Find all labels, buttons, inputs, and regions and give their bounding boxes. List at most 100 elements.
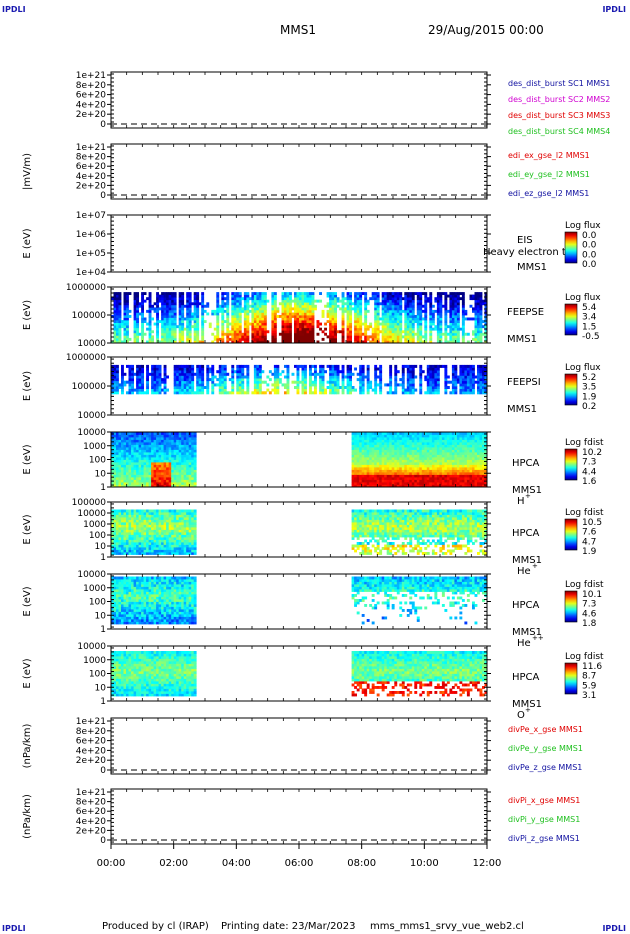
spectro-cell xyxy=(324,370,327,374)
spectro-cell xyxy=(381,482,385,485)
spectro-cell xyxy=(424,292,428,295)
spectro-cell xyxy=(429,432,433,435)
spectro-cell xyxy=(141,464,144,468)
spectro-cell xyxy=(426,297,430,301)
spectro-cell xyxy=(459,297,463,301)
spectro-cell xyxy=(186,330,190,334)
spectro-cell xyxy=(404,442,408,445)
spectro-cell xyxy=(419,391,423,395)
spectro-cell xyxy=(121,479,124,483)
spectro-cell xyxy=(374,378,378,382)
spectro-cell xyxy=(136,388,139,392)
spectro-cell xyxy=(401,479,405,483)
spectro-cell xyxy=(299,312,302,316)
spectro-cell xyxy=(161,325,164,329)
spectro-cell xyxy=(451,327,455,331)
spectro-cell xyxy=(121,442,124,445)
spectro-cell xyxy=(263,312,267,316)
spectro-cell xyxy=(148,484,152,488)
spectro-cell xyxy=(426,452,430,455)
spectro-cell xyxy=(163,337,167,341)
spectro-cell xyxy=(356,434,360,438)
spectro-cell xyxy=(404,307,408,311)
spectro-cell xyxy=(111,340,114,344)
spectro-cell xyxy=(346,294,350,298)
spectro-cell xyxy=(416,467,420,470)
spectro-cell xyxy=(193,304,197,308)
spectro-cell xyxy=(399,442,403,445)
spectro-cell xyxy=(334,320,337,323)
spectro-cell xyxy=(364,299,368,303)
spectro-cell xyxy=(258,309,262,313)
spectro-cell xyxy=(461,370,465,374)
spectro-cell xyxy=(171,292,175,295)
spectro-cell xyxy=(472,388,475,392)
spectro-cell xyxy=(466,370,470,374)
spectro-cell xyxy=(484,364,488,368)
spectro-cell xyxy=(351,469,355,473)
spectro-cell xyxy=(461,322,465,326)
spectro-cell xyxy=(346,292,350,295)
spectro-cell xyxy=(359,454,363,458)
spectro-cell xyxy=(376,479,380,483)
spectro-cell xyxy=(221,315,225,318)
spectro-cell xyxy=(346,386,350,389)
spectro-cell xyxy=(461,378,465,382)
spectro-cell xyxy=(243,304,247,308)
spectro-cell xyxy=(374,375,378,379)
spectro-cell xyxy=(151,467,154,470)
spectro-cell xyxy=(121,367,124,371)
spectro-cell xyxy=(321,309,325,313)
spectro-cell xyxy=(356,299,360,303)
spectro-cell xyxy=(386,469,390,473)
spectro-cell xyxy=(188,472,192,475)
spectro-cell xyxy=(441,292,445,295)
spectro-cell xyxy=(346,304,350,308)
spectro-cell xyxy=(381,320,385,323)
spectro-cell xyxy=(151,432,154,435)
spectro-cell xyxy=(223,297,227,301)
spectro-cell xyxy=(141,469,144,473)
spectro-cell xyxy=(341,322,345,326)
spectro-cell xyxy=(158,340,162,344)
spectro-cell xyxy=(216,332,220,336)
spectro-cell xyxy=(436,317,440,321)
spectro-cell xyxy=(354,340,357,344)
spectro-cell xyxy=(226,391,230,395)
spectro-cell xyxy=(123,317,127,321)
spectro-cell xyxy=(364,449,368,453)
spectro-cell xyxy=(173,307,177,311)
spectro-cell xyxy=(193,292,197,295)
spectro-cell xyxy=(459,383,463,387)
spectro-cell xyxy=(123,444,127,448)
spectro-cell xyxy=(369,464,373,468)
spectro-cell xyxy=(163,432,167,435)
spectro-cell xyxy=(404,464,408,468)
spectro-cell xyxy=(436,386,440,389)
spectro-cell xyxy=(341,330,345,334)
spectro-cell xyxy=(118,340,122,344)
spectro-cell xyxy=(356,442,360,445)
spectro-cell xyxy=(376,322,380,326)
spectro-cell xyxy=(226,309,230,313)
spectro-cell xyxy=(186,294,190,298)
spectro-cell xyxy=(241,375,245,379)
spectro-cell xyxy=(411,391,415,395)
spectro-cell xyxy=(482,378,485,382)
spectro-cell xyxy=(171,325,175,329)
spectro-cell xyxy=(394,372,398,376)
spectro-cell xyxy=(193,322,197,326)
spectro-cell xyxy=(213,312,217,316)
spectro-cell xyxy=(326,320,330,323)
spectro-cell xyxy=(359,332,363,336)
spectro-cell xyxy=(281,317,285,321)
spectro-cell xyxy=(309,391,312,395)
spectro-cell xyxy=(131,457,134,460)
spectro-cell xyxy=(374,370,378,374)
spectro-cell xyxy=(311,364,315,368)
spectro-cell xyxy=(349,294,352,298)
spectro-cell xyxy=(424,472,428,475)
spectro-cell xyxy=(399,434,403,438)
spectro-cell xyxy=(349,317,352,321)
spectro-cell xyxy=(296,372,300,376)
